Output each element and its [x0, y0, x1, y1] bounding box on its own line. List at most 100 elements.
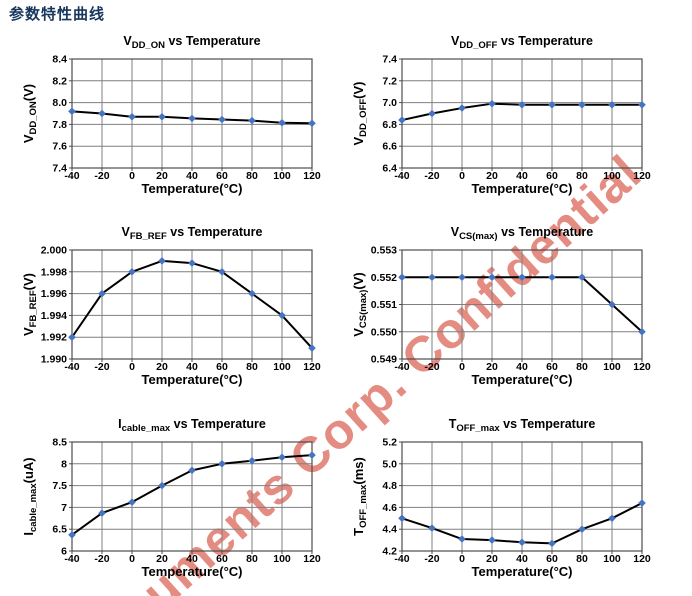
- y-tick-label: 0.552: [371, 272, 397, 284]
- chart-vdd-on-vs-temperature: -40 -20 0 20 40 60 80 100 120 7.4 7.6 7.8 8.0 8.2 8.4 V…: [21, 34, 321, 196]
- x-tick-label: 100: [603, 553, 621, 565]
- x-tick-label: 100: [273, 553, 291, 565]
- y-tick-label: 2.000: [41, 245, 67, 257]
- y-tick-label: 5.2: [382, 437, 397, 449]
- x-tick-label: -20: [94, 553, 109, 565]
- y-tick-label: 4.8: [382, 480, 397, 492]
- x-tick-label: -20: [424, 361, 439, 373]
- y-tick-label: 1.998: [41, 266, 67, 278]
- data-point-marker: [308, 451, 316, 459]
- x-tick-label: 80: [576, 361, 588, 373]
- data-point-marker: [548, 273, 556, 282]
- data-point-marker: [158, 257, 166, 265]
- y-tick-label: 8.0: [52, 97, 67, 109]
- x-tick-label: 120: [303, 361, 321, 373]
- data-point-marker: [98, 109, 106, 118]
- y-tick-label: 7.6: [52, 141, 67, 153]
- data-point-marker: [458, 104, 466, 112]
- y-tick-label: 1.994: [41, 310, 67, 322]
- data-point-marker: [128, 112, 136, 121]
- x-tick-label: -20: [424, 553, 439, 565]
- x-tick-label: 0: [129, 361, 135, 373]
- y-tick-label: 6.4: [382, 163, 397, 175]
- x-tick-label: 60: [216, 170, 228, 182]
- x-tick-label: 20: [156, 170, 168, 182]
- x-tick-label: 40: [186, 361, 198, 373]
- data-point-marker: [248, 116, 256, 125]
- y-tick-label: 8.4: [52, 54, 67, 66]
- data-point-marker: [128, 268, 136, 276]
- y-tick-label: 7.5: [52, 480, 67, 492]
- x-tick-label: 20: [156, 361, 168, 373]
- x-tick-label: -40: [64, 361, 79, 373]
- x-tick-label: 0: [459, 170, 465, 182]
- y-tick-label: 6.5: [52, 524, 67, 536]
- data-point-marker: [608, 514, 616, 523]
- x-axis-label: Temperature(°C): [471, 181, 572, 196]
- data-point-marker: [428, 273, 436, 282]
- x-tick-label: 80: [576, 553, 588, 565]
- data-point-marker: [578, 525, 586, 533]
- data-point-marker: [458, 273, 466, 282]
- data-point-marker: [398, 116, 406, 124]
- data-point-marker: [188, 114, 196, 123]
- x-tick-label: 80: [576, 170, 588, 182]
- data-point-marker: [248, 289, 256, 298]
- chart-title: VCS(max) vs Temperature: [451, 225, 594, 242]
- x-tick-label: -40: [64, 553, 79, 565]
- x-axis-label: Temperature(°C): [141, 564, 242, 579]
- chart-title: VDD_ON vs Temperature: [123, 34, 260, 51]
- data-point-marker: [488, 273, 496, 282]
- chart-vdd-off-vs-temperature: -40 -20 0 20 40 60 80 100 120 6.4 6.6 6.8 7.0 7.2 7.4 V…: [351, 34, 651, 196]
- y-tick-label: 7.4: [52, 163, 67, 175]
- data-point-marker: [458, 535, 466, 543]
- x-tick-label: 120: [633, 553, 651, 565]
- data-point-marker: [428, 109, 436, 118]
- y-tick-label: 4.4: [382, 524, 397, 536]
- y-tick-label: 0.549: [371, 354, 397, 366]
- x-tick-label: 80: [246, 170, 258, 182]
- x-tick-label: 100: [273, 361, 291, 373]
- x-tick-label: 60: [546, 553, 558, 565]
- x-axis-label: Temperature(°C): [141, 181, 242, 196]
- chart-vcs-max-vs-temperature: -40 -20 0 20 40 60 80 100 120 0.549 0.550 0.551 0.55…: [351, 225, 651, 387]
- data-point-marker: [98, 289, 106, 298]
- data-point-marker: [68, 531, 76, 539]
- y-tick-label: 0.550: [371, 326, 397, 338]
- y-tick-label: 8: [61, 458, 67, 470]
- data-point-marker: [488, 99, 496, 108]
- y-tick-label: 1.992: [41, 332, 67, 344]
- data-point-marker: [218, 460, 226, 468]
- data-point-marker: [398, 273, 406, 282]
- x-tick-label: 60: [216, 553, 228, 565]
- x-tick-label: 40: [516, 553, 528, 565]
- chart-title: Icable_max vs Temperature: [118, 417, 266, 434]
- data-point-marker: [158, 481, 166, 490]
- x-tick-label: -40: [64, 170, 79, 182]
- x-tick-label: -40: [394, 170, 409, 182]
- y-tick-label: 8.2: [52, 75, 67, 87]
- x-tick-label: 40: [186, 553, 198, 565]
- data-point-marker: [188, 466, 196, 475]
- y-tick-label: 7.4: [382, 54, 397, 66]
- y-tick-label: 7.8: [52, 119, 67, 131]
- data-point-marker: [218, 115, 226, 124]
- data-point-marker: [428, 524, 436, 532]
- data-point-marker: [188, 259, 196, 267]
- y-axis-label: VDD_ON(V): [21, 84, 39, 143]
- page-title: 参数特性曲线: [9, 6, 106, 23]
- chart-title: VFB_REF vs Temperature: [122, 225, 263, 242]
- x-tick-label: 40: [516, 361, 528, 373]
- x-tick-label: 40: [516, 170, 528, 182]
- y-tick-label: 4.6: [382, 502, 397, 514]
- x-tick-label: 0: [129, 170, 135, 182]
- x-tick-label: 60: [546, 361, 558, 373]
- x-tick-label: -20: [424, 170, 439, 182]
- data-point-marker: [68, 333, 76, 341]
- y-axis-label: VDD_OFF(V): [351, 81, 369, 145]
- chart-vfb-ref-vs-temperature: -40 -20 0 20 40 60 80 100 120 1.990 1.992 1.994 1.99…: [21, 225, 321, 387]
- y-tick-label: 6.8: [382, 119, 397, 131]
- x-tick-label: -20: [94, 170, 109, 182]
- x-tick-label: -40: [394, 361, 409, 373]
- x-axis-label: Temperature(°C): [471, 564, 572, 579]
